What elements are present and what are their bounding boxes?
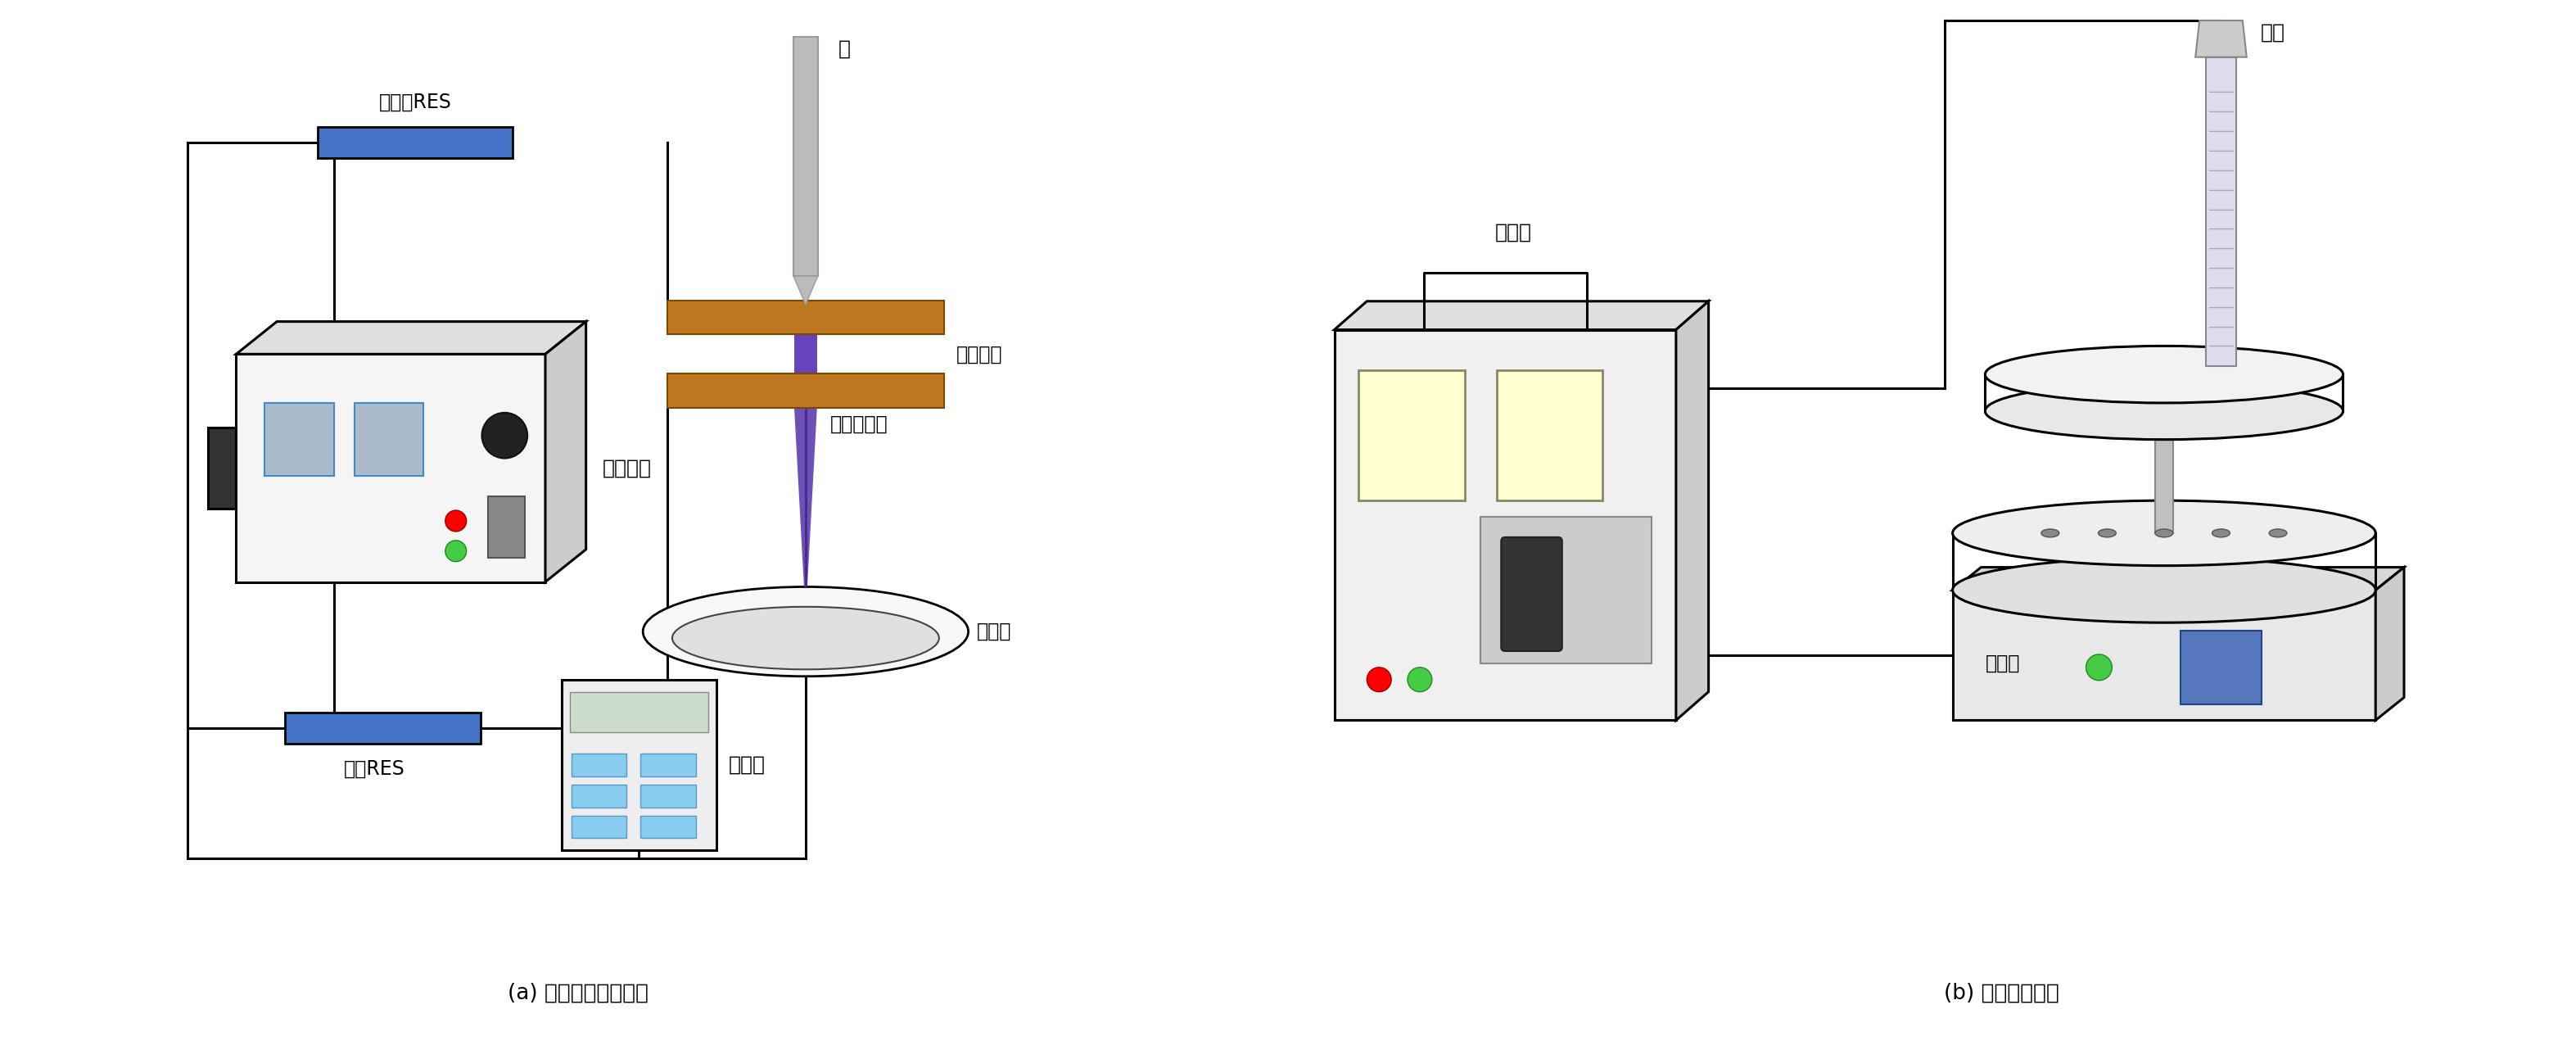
FancyBboxPatch shape: [667, 374, 943, 408]
FancyBboxPatch shape: [286, 713, 479, 744]
Polygon shape: [237, 322, 585, 354]
FancyBboxPatch shape: [793, 334, 817, 374]
FancyBboxPatch shape: [562, 680, 716, 850]
FancyBboxPatch shape: [793, 36, 817, 276]
Text: 万用表: 万用表: [729, 755, 765, 775]
Circle shape: [446, 510, 466, 532]
FancyBboxPatch shape: [2205, 57, 2236, 366]
Ellipse shape: [1953, 501, 2375, 565]
Polygon shape: [793, 408, 817, 587]
Ellipse shape: [2099, 529, 2115, 537]
Circle shape: [1368, 667, 1391, 692]
Text: 检验RES: 检验RES: [343, 759, 404, 779]
Ellipse shape: [1953, 558, 2375, 623]
Ellipse shape: [2156, 529, 2174, 537]
FancyBboxPatch shape: [572, 754, 626, 777]
Circle shape: [1406, 667, 1432, 692]
Text: (a) 辉光放电等离子体: (a) 辉光放电等离子体: [507, 983, 649, 1004]
FancyBboxPatch shape: [1358, 371, 1466, 501]
Text: 反应器: 反应器: [976, 621, 1012, 641]
FancyBboxPatch shape: [265, 403, 335, 476]
Polygon shape: [2195, 21, 2246, 57]
FancyBboxPatch shape: [572, 815, 626, 838]
FancyBboxPatch shape: [2179, 631, 2262, 704]
Polygon shape: [2375, 567, 2403, 720]
Text: 阴极循环: 阴极循环: [956, 345, 1002, 364]
Text: 针: 针: [837, 40, 850, 58]
FancyBboxPatch shape: [1497, 371, 1602, 501]
Polygon shape: [793, 276, 817, 304]
FancyBboxPatch shape: [1502, 537, 1561, 651]
Text: 氙灯: 氙灯: [2262, 23, 2285, 43]
Polygon shape: [546, 322, 585, 582]
Ellipse shape: [2269, 529, 2287, 537]
FancyBboxPatch shape: [569, 692, 708, 733]
FancyBboxPatch shape: [572, 785, 626, 808]
Text: 控制器: 控制器: [1494, 222, 1533, 242]
FancyBboxPatch shape: [353, 403, 422, 476]
Text: 等离子射流: 等离子射流: [829, 414, 889, 433]
Polygon shape: [1953, 567, 2403, 590]
FancyBboxPatch shape: [489, 497, 526, 558]
Text: 镇流器RES: 镇流器RES: [379, 92, 451, 111]
FancyBboxPatch shape: [1953, 590, 2375, 720]
Ellipse shape: [2213, 529, 2231, 537]
Ellipse shape: [1986, 383, 2344, 439]
Circle shape: [2087, 655, 2112, 681]
Ellipse shape: [1986, 346, 2344, 403]
FancyBboxPatch shape: [2156, 411, 2174, 533]
Ellipse shape: [644, 587, 969, 677]
Text: 稳电压源: 稳电压源: [603, 458, 652, 478]
FancyBboxPatch shape: [209, 428, 237, 509]
Text: (b) 光化学反应仪: (b) 光化学反应仪: [1945, 983, 2058, 1004]
Ellipse shape: [672, 607, 940, 669]
FancyBboxPatch shape: [667, 301, 943, 334]
FancyBboxPatch shape: [641, 785, 696, 808]
FancyBboxPatch shape: [237, 354, 546, 582]
Circle shape: [482, 412, 528, 458]
FancyBboxPatch shape: [641, 815, 696, 838]
FancyBboxPatch shape: [317, 127, 513, 158]
FancyBboxPatch shape: [641, 754, 696, 777]
FancyBboxPatch shape: [1481, 516, 1651, 663]
Polygon shape: [1334, 301, 1708, 330]
Circle shape: [446, 540, 466, 561]
Ellipse shape: [2040, 529, 2058, 537]
Polygon shape: [1677, 301, 1708, 720]
Text: 反应器: 反应器: [1986, 654, 2020, 674]
FancyBboxPatch shape: [1334, 330, 1677, 720]
